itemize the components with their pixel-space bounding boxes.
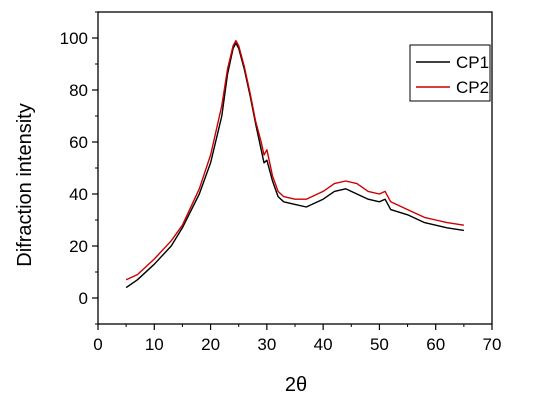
y-tick-label: 40 [69,185,88,204]
legend-box [409,44,491,102]
y-tick-label: 20 [69,237,88,256]
x-axis: 0 10 20 30 40 50 60 70 [93,324,501,354]
x-tick-label: 30 [257,335,276,354]
y-tick-label: 100 [60,29,88,48]
y-tick-label: 0 [79,289,88,308]
x-tick-label: 40 [314,335,333,354]
series-line-cp2 [125,39,465,281]
series-lines [125,39,465,289]
legend-label: CP2 [456,78,489,97]
x-tick-label: 60 [426,335,445,354]
y-tick-label: 60 [69,133,88,152]
x-tick-label: 50 [370,335,389,354]
x-tick-label: 70 [483,335,502,354]
series-line-cp1 [125,42,465,289]
y-axis: 0 20 40 60 80 100 [60,11,98,325]
x-tick-label: 0 [93,335,102,354]
legend-label: CP1 [456,53,489,72]
x-tick-label: 10 [145,335,164,354]
y-axis-label: Difraction intensity [14,103,36,266]
x-axis-label: 2θ [285,374,307,396]
x-tick-label: 20 [201,335,220,354]
y-tick-label: 80 [69,81,88,100]
